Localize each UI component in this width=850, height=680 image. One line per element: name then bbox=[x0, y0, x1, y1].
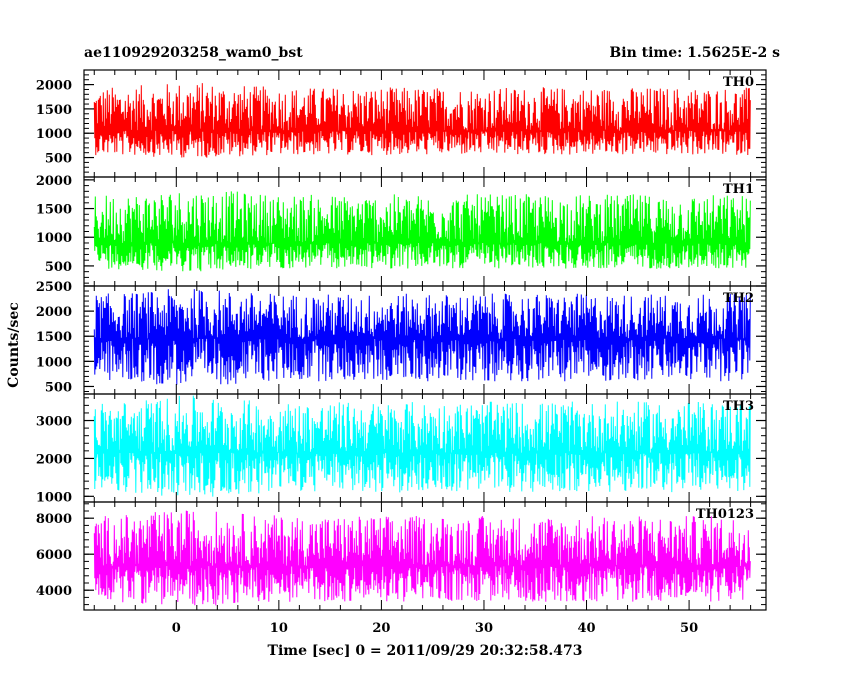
header-right: Bin time: 1.5625E-2 s bbox=[609, 45, 780, 61]
y-tick-label-th2: 2000 bbox=[36, 305, 72, 320]
panel-frame-th0123 bbox=[83, 501, 767, 611]
y-tick-label-th0: 1000 bbox=[36, 127, 72, 142]
y-tick-label-th0123: 4000 bbox=[36, 584, 72, 599]
y-tick-label-th3: 2000 bbox=[36, 452, 72, 467]
panel-label-th1: TH1 bbox=[723, 182, 754, 197]
x-tick-label: 30 bbox=[475, 621, 493, 636]
y-tick-label-th2: 2500 bbox=[36, 280, 72, 295]
series-th2 bbox=[93, 289, 751, 385]
y-tick-label-th0123: 8000 bbox=[36, 512, 72, 527]
y-tick-label-th1: 1500 bbox=[36, 203, 72, 218]
y-tick-label-th0: 1500 bbox=[36, 103, 72, 118]
y-tick-label-th3: 1000 bbox=[36, 490, 72, 505]
y-tick-label-th0: 500 bbox=[45, 152, 72, 167]
y-tick-label-th0123: 6000 bbox=[36, 548, 72, 563]
series-th0123 bbox=[93, 510, 751, 606]
y-tick-label-th3: 3000 bbox=[36, 415, 72, 430]
x-tick-label: 10 bbox=[270, 621, 288, 636]
series-th3 bbox=[93, 395, 751, 497]
x-tick-label: 0 bbox=[172, 621, 181, 636]
y-tick-label-th1: 500 bbox=[45, 260, 72, 275]
header-left: ae110929203258_wam0_bst bbox=[84, 45, 303, 61]
y-tick-label-th2: 1500 bbox=[36, 330, 72, 345]
x-tick-label: 20 bbox=[372, 621, 390, 636]
panel-label-th2: TH2 bbox=[723, 291, 754, 306]
panel-label-th0: TH0 bbox=[723, 75, 754, 90]
y-tick-label-th1: 1000 bbox=[36, 231, 72, 246]
x-tick-label: 50 bbox=[680, 621, 698, 636]
series-th0 bbox=[93, 83, 751, 158]
y-tick-label-th2: 1000 bbox=[36, 355, 72, 370]
panel-label-th3: TH3 bbox=[723, 399, 754, 414]
series-th1 bbox=[93, 191, 751, 272]
y-tick-label-th0: 2000 bbox=[36, 79, 72, 94]
y-tick-label-th2: 500 bbox=[45, 380, 72, 395]
panel-label-th0123: TH0123 bbox=[696, 507, 754, 522]
x-tick-label: 40 bbox=[577, 621, 595, 636]
y-axis-label: Counts/sec bbox=[6, 302, 22, 388]
y-tick-label-th1: 2000 bbox=[36, 174, 72, 189]
x-axis-label: Time [sec] 0 = 2011/09/29 20:32:58.473 bbox=[268, 643, 583, 659]
